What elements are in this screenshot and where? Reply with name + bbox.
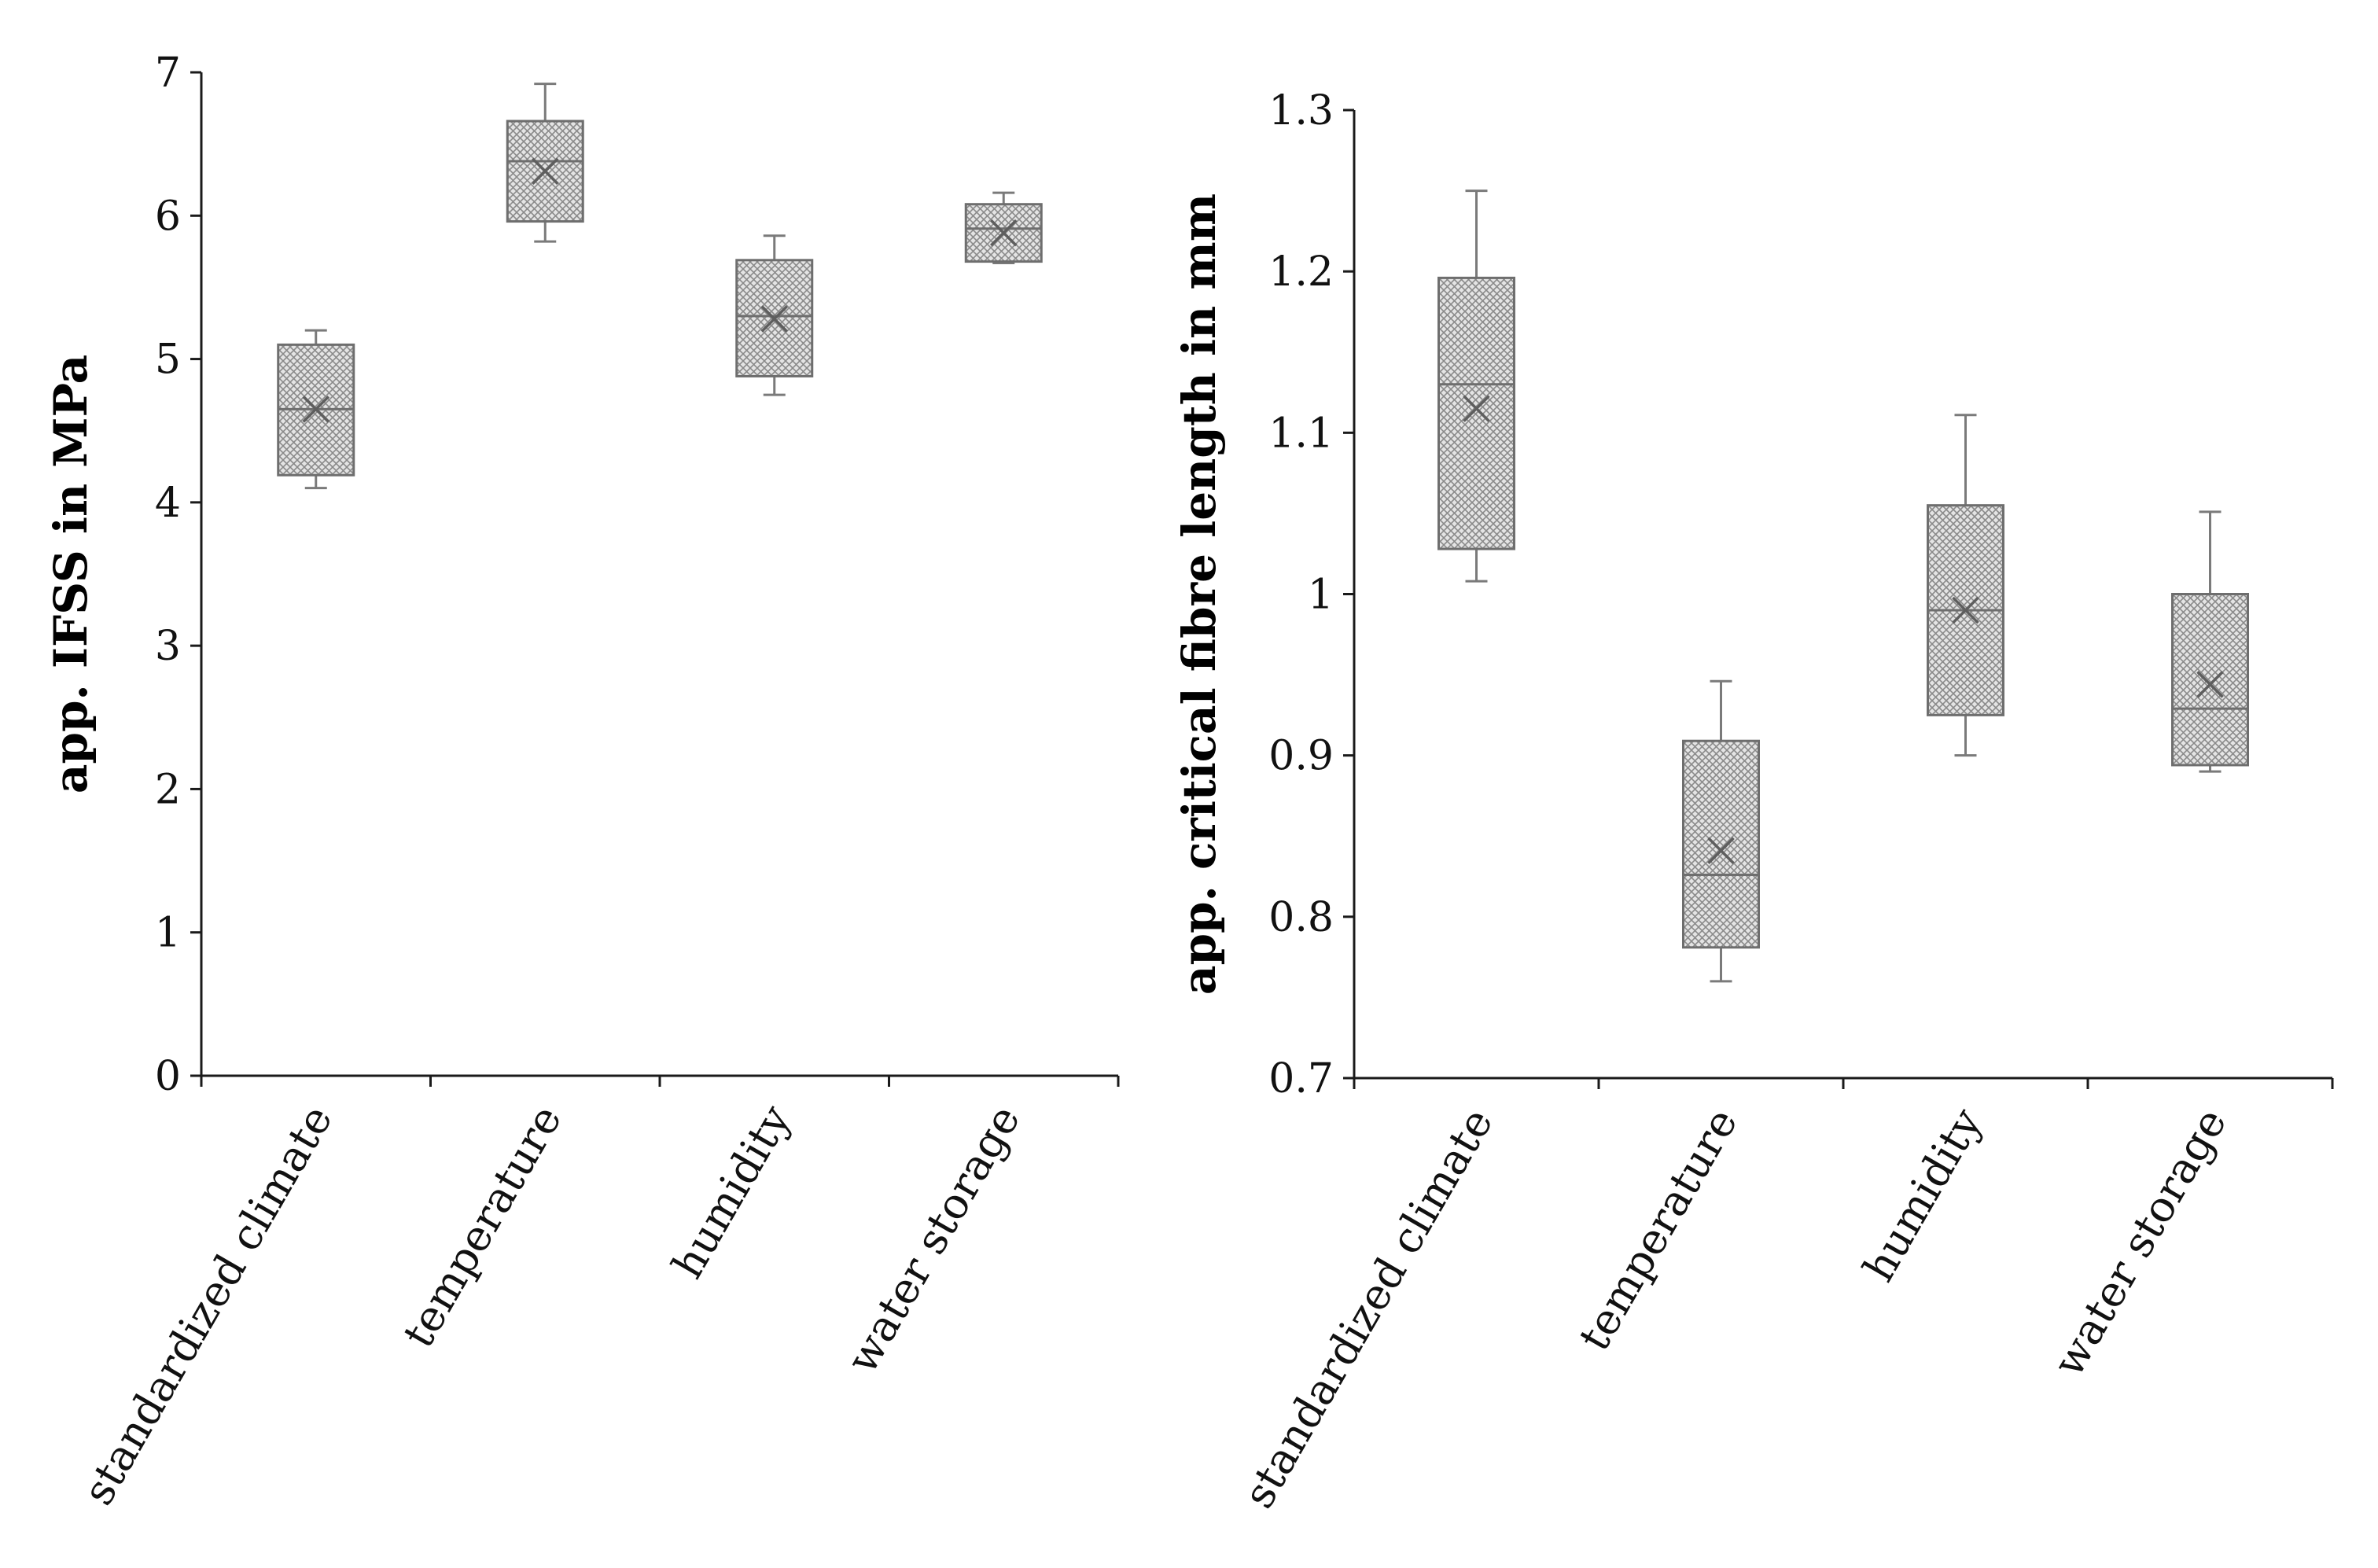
mean-marker [1707, 837, 1735, 864]
y-tick-label: 7 [155, 50, 181, 97]
iqr-box [1437, 276, 1515, 550]
y-tick-label: 0 [155, 1053, 181, 1100]
box-3 [964, 191, 1043, 264]
mean-marker [1463, 395, 1490, 422]
category-label: humidity [662, 1097, 801, 1287]
mean-marker [532, 157, 559, 186]
y-axis-title: app. critical fibre length in mm [1172, 193, 1226, 995]
y-axis-title: app. IFSS in MPa [44, 355, 98, 793]
box-3 [2171, 510, 2249, 773]
category-label: water storage [2043, 1100, 2236, 1385]
category-label: water storage [837, 1097, 1029, 1382]
box-1 [1682, 679, 1760, 983]
y-tick-label: 4 [155, 480, 181, 527]
critical-fibre-length-chart: 0.7 0.8 0.9 1 1.1 1.2 1.3 standardized climate t… [1172, 87, 2334, 1516]
y-tick-label: 0.7 [1268, 1055, 1334, 1102]
box-2 [735, 234, 814, 396]
category-label: standardized climate [1234, 1100, 1503, 1516]
category-label: humidity [1853, 1100, 1992, 1290]
category-label: temperature [393, 1097, 571, 1356]
iqr-box [506, 120, 584, 223]
y-tick-label: 1.3 [1268, 87, 1334, 134]
y-tick-label: 1 [1308, 572, 1334, 619]
mean-marker [302, 396, 329, 423]
box-0 [277, 329, 355, 490]
y-tick-label: 1.2 [1268, 248, 1334, 296]
ifss-chart: 0 1 2 3 4 5 6 7 standardized climate temperature h… [44, 50, 1120, 1513]
y-tick-label: 0.8 [1268, 894, 1334, 941]
mean-marker [760, 305, 788, 333]
mean-marker [1952, 596, 1979, 624]
mean-marker [990, 219, 1018, 247]
y-tick-label: 2 [155, 766, 181, 813]
category-label: standardized climate [73, 1097, 342, 1513]
box-2 [1927, 414, 2004, 757]
mean-marker [2196, 671, 2224, 698]
iqr-box [1682, 739, 1760, 949]
box-1 [506, 83, 584, 243]
y-tick-label: 1 [155, 910, 181, 957]
y-tick-label: 0.9 [1268, 733, 1334, 780]
box-0 [1437, 190, 1515, 583]
category-label: temperature [1569, 1100, 1747, 1359]
y-tick-label: 6 [155, 193, 181, 240]
y-tick-label: 1.1 [1268, 410, 1334, 457]
iqr-box [2171, 593, 2249, 767]
y-tick-label: 3 [155, 623, 181, 670]
y-tick-label: 5 [155, 337, 181, 384]
